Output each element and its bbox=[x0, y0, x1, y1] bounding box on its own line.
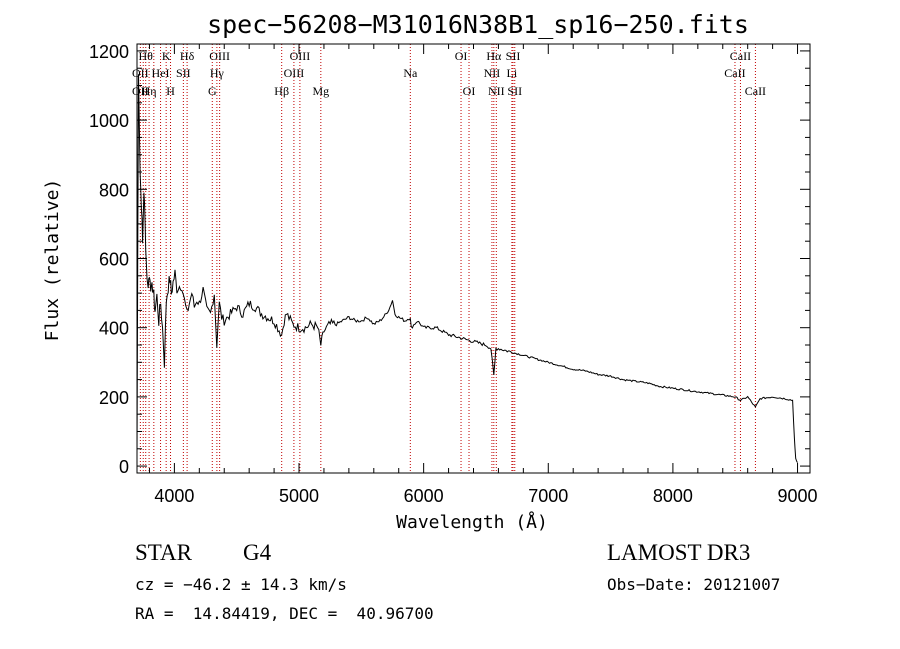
spectral-line-label: CaII bbox=[730, 49, 751, 63]
spectral-line-label: OII bbox=[132, 66, 149, 80]
y-tick-label: 1000 bbox=[89, 111, 129, 131]
spectral-line-label: Na bbox=[403, 66, 418, 80]
object-class: STAR bbox=[135, 540, 192, 565]
spectral-line-label: Li bbox=[507, 66, 518, 80]
spectral-subclass: G4 bbox=[243, 540, 272, 565]
spectral-line-label: Mg bbox=[312, 84, 329, 98]
y-axis-label: Flux (relative) bbox=[42, 179, 63, 342]
spectral-line-label: Hβ bbox=[274, 84, 289, 98]
x-tick-label: 8000 bbox=[653, 486, 693, 506]
spectral-line-label: K bbox=[162, 49, 171, 63]
spectral-line-label: OIII bbox=[209, 49, 230, 63]
spectral-line-label: Hδ bbox=[180, 49, 195, 63]
spectral-line-label: HeI bbox=[152, 66, 170, 80]
y-tick-label: 200 bbox=[99, 388, 129, 408]
y-tick-label: 1200 bbox=[89, 42, 129, 62]
spectral-line-label: OI bbox=[455, 49, 468, 63]
spectral-line-markers bbox=[139, 44, 756, 473]
spectral-line-label: Hα bbox=[486, 49, 502, 63]
spectral-line-label: OII bbox=[132, 84, 149, 98]
y-tick-label: 400 bbox=[99, 319, 129, 339]
x-tick-label: 4000 bbox=[154, 486, 194, 506]
x-tick-label: 5000 bbox=[279, 486, 319, 506]
spectral-line-labels: Hθ K Hδ OIII OIII OI Hα SII CaII OII HeI SII Hγ OIII N… bbox=[132, 49, 766, 98]
x-tick-label: 6000 bbox=[404, 486, 444, 506]
y-tick-label: 0 bbox=[119, 457, 129, 477]
plot-frame bbox=[136, 43, 811, 474]
observation-date: Obs−Date: 20121007 bbox=[607, 575, 781, 594]
spectral-line-label: G bbox=[208, 84, 217, 98]
spectral-line-label: SII bbox=[507, 84, 522, 98]
spectral-line-label: Hη bbox=[142, 84, 157, 98]
spectral-line-label: OI bbox=[463, 84, 476, 98]
spectral-line-label: SII bbox=[176, 66, 191, 80]
spectrum-line bbox=[136, 74, 798, 463]
y-tick-label: 600 bbox=[99, 250, 129, 270]
spectral-line-label: SII bbox=[506, 49, 521, 63]
spectral-line-label: OIII bbox=[290, 49, 311, 63]
redshift-velocity: cz = −46.2 ± 14.3 km/s bbox=[135, 575, 347, 594]
spectral-line-label: CaII bbox=[724, 66, 745, 80]
spectral-line-label: CaII bbox=[745, 84, 766, 98]
x-tick-label: 9000 bbox=[778, 486, 818, 506]
spectral-line-label: Hγ bbox=[210, 66, 225, 80]
spectral-line-label: NII bbox=[488, 84, 505, 98]
x-tick-label: 7000 bbox=[528, 486, 568, 506]
sky-coordinates: RA = 14.84419, DEC = 40.96700 bbox=[135, 604, 434, 623]
axis-ticks: 4000 5000 6000 7000 8000 9000 0 200 400 600 800 100… bbox=[89, 42, 818, 506]
survey-name: LAMOST DR3 bbox=[607, 540, 751, 565]
x-axis-label: Wavelength (Å) bbox=[396, 511, 548, 533]
spectral-line-label: OIII bbox=[284, 66, 305, 80]
spectral-line-label: Hθ bbox=[139, 49, 154, 63]
spectral-line-label: H bbox=[166, 84, 175, 98]
spectral-line-label: NII bbox=[484, 66, 501, 80]
chart-title: spec−56208−M31016N38B1_sp16−250.fits bbox=[207, 10, 749, 39]
y-tick-label: 800 bbox=[99, 180, 129, 200]
